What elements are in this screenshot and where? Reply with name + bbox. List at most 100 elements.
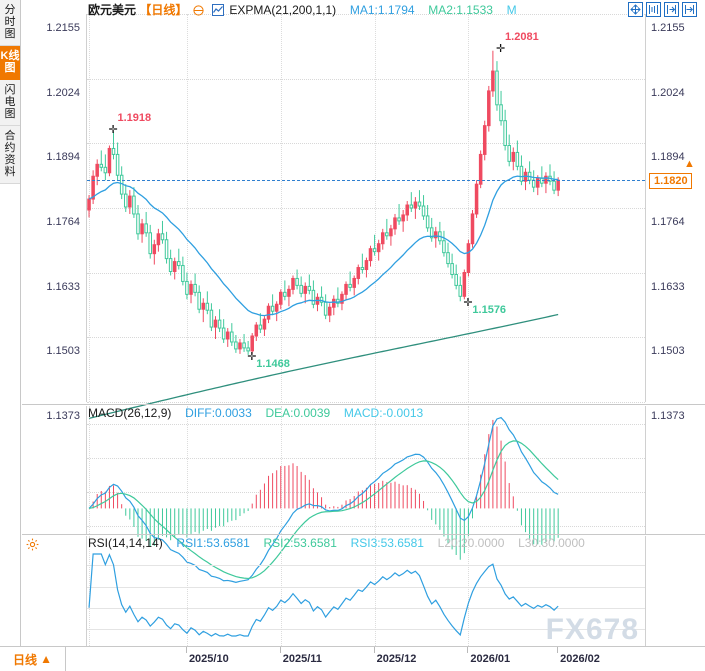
x-axis-tick: 2025/11	[282, 653, 322, 665]
rsi-l20-value: L20:20.0000	[437, 536, 505, 550]
chart-right-axis-icon[interactable]	[664, 2, 679, 17]
annotation-marker-icon: ✛	[247, 350, 257, 363]
ma1-value: MA1:1.1794	[349, 3, 415, 17]
rsi-settings-gear-icon[interactable]	[26, 538, 39, 551]
x-axis: 2025/10 2025/11 2025/12 2026/01 2026/02	[22, 646, 705, 671]
month-gridline	[186, 536, 188, 646]
gridline	[87, 208, 645, 209]
macd-dea-value: DEA:0.0039	[265, 406, 331, 420]
macd-macd-value: MACD:-0.0013	[343, 406, 424, 420]
macd-diff-value: DIFF:0.0033	[185, 406, 252, 420]
plot-shell: 1.1373 1.1503 1.1633 1.1764 1.1894 1.2024 1.21…	[22, 0, 705, 671]
gridline	[87, 607, 645, 609]
price-tick-right: 1.1503	[651, 345, 685, 358]
price-tick-right: 1.1764	[651, 216, 685, 228]
rsi2-value: RSI2:53.6581	[263, 536, 337, 550]
price-tick-right: 1.1894	[651, 151, 685, 164]
price-tick-left: 1.1764	[46, 216, 80, 228]
swing-high-annotation: 1.2081	[505, 30, 539, 43]
price-tick-right: 1.2024	[651, 86, 685, 99]
triangle-up-icon: ▲	[40, 652, 52, 666]
annotation-marker-icon: ✛	[496, 42, 506, 55]
gridline	[87, 565, 645, 567]
chart-left-axis-icon[interactable]	[646, 2, 661, 17]
month-gridline	[89, 406, 91, 534]
month-gridline	[468, 406, 470, 534]
macd-axis-right: 0.00720.00430.0014-0.0015	[647, 406, 705, 534]
current-price-line	[87, 180, 645, 182]
macd-axis-left: 0.00720.00430.0014-0.0015	[22, 406, 84, 534]
month-gridline	[374, 14, 376, 402]
month-gridline	[280, 536, 282, 646]
month-gridline	[89, 536, 91, 646]
chart-shift-right-icon[interactable]	[682, 2, 697, 17]
price-tick-right: 1.2155	[651, 22, 685, 34]
sidebar-item-flash[interactable]: 闪电图	[0, 80, 20, 126]
rsi-panel[interactable]: 80.000065.000050.000035.0000 80.000065.0…	[22, 536, 705, 646]
rsi-plot-area[interactable]	[86, 536, 646, 646]
x-tick-separator	[279, 647, 281, 653]
month-gridline	[374, 536, 376, 646]
swing-high-annotation: 1.1918	[117, 111, 152, 124]
price-axis-right: 1.1373 1.1503 1.1633 1.1764 1.1894 1.2024 1.21…	[647, 14, 705, 422]
price-tick-right: 1.1633	[651, 280, 685, 293]
rsi1-value: RSI1:53.6581	[176, 536, 250, 550]
sidebar-item-contract[interactable]: 合约资料	[0, 126, 20, 184]
gridline	[87, 78, 645, 80]
gridline	[87, 337, 645, 339]
ma3-value: M	[506, 3, 517, 17]
month-gridline	[468, 536, 470, 646]
annotation-marker-icon: ✛	[463, 297, 473, 310]
panel-separator-1	[22, 404, 705, 405]
rsi3-value: RSI3:53.6581	[350, 536, 424, 550]
rsi-panel-header: RSI(14,14,14) RSI1:53.6581 RSI2:53.6581 …	[88, 536, 585, 550]
sidebar-filler	[0, 184, 20, 671]
crosshair-move-icon[interactable]	[628, 2, 643, 17]
x-tick-separator	[185, 647, 187, 653]
indicator-label: EXPMA(21,200,1,1)	[229, 3, 337, 17]
period-selector-label: 日线	[13, 652, 38, 667]
collapse-circle-icon[interactable]	[193, 5, 205, 17]
left-sidebar: 分时图 K线图 闪电图 合约资料	[0, 0, 21, 671]
sidebar-item-timeline[interactable]: 分时图	[0, 0, 20, 46]
x-axis-tick: 2026/01	[470, 653, 511, 665]
month-gridline	[280, 14, 282, 402]
ma2-value: MA2:1.1533	[428, 3, 493, 17]
macd-plot-area[interactable]	[86, 406, 646, 584]
indicator-chart-icon[interactable]	[212, 4, 225, 16]
price-tick-left: 1.2024	[46, 86, 80, 99]
sidebar-item-kline[interactable]: K线图	[0, 46, 20, 80]
x-axis-tick: 2025/10	[188, 653, 229, 665]
x-tick-separator	[467, 647, 469, 653]
price-panel[interactable]: 1.1373 1.1503 1.1633 1.1764 1.1894 1.2024 1.21…	[22, 14, 705, 422]
price-tick-left: 1.1894	[46, 151, 80, 164]
period-selector[interactable]: 日线 ▲	[0, 646, 66, 671]
annotation-marker-icon: ✛	[108, 123, 118, 136]
chart-toolbar[interactable]	[628, 2, 697, 17]
current-price-arrow-icon: ▲	[684, 158, 695, 171]
month-gridline	[186, 14, 188, 402]
gridline	[87, 458, 645, 459]
price-axis-left: 1.1373 1.1503 1.1633 1.1764 1.1894 1.2024 1.21…	[22, 14, 84, 422]
macd-title: MACD(26,12,9)	[88, 406, 172, 420]
panel-separator-2	[22, 534, 705, 535]
macd-panel-header: MACD(26,12,9) DIFF:0.0033 DEA:0.0039 MAC…	[88, 406, 423, 420]
gridline	[87, 424, 645, 425]
symbol-label: 欧元美元	[88, 3, 137, 17]
x-axis-tick: 2025/12	[376, 653, 417, 665]
price-plot-area[interactable]	[86, 14, 646, 420]
rsi-l30-value: L30:30.0000	[518, 536, 585, 550]
period-label: 【日线】	[139, 3, 188, 17]
gridline	[87, 14, 645, 15]
gridline	[87, 143, 645, 145]
x-tick-separator	[373, 647, 375, 653]
month-gridline	[186, 406, 188, 534]
swing-low-annotation: 1.1576	[472, 304, 507, 317]
price-panel-header: 欧元美元 【日线】 EXPMA(21,200,1,1) MA1:1.1794 M…	[88, 1, 517, 18]
x-axis-tick: 2026/02	[560, 653, 600, 665]
price-tick-left: 1.1633	[46, 280, 80, 293]
macd-panel[interactable]: 0.00720.00430.0014-0.0015 0.00720.00430.…	[22, 406, 705, 584]
gridline	[87, 628, 645, 630]
current-price-tag[interactable]: 1.1820	[649, 173, 692, 190]
